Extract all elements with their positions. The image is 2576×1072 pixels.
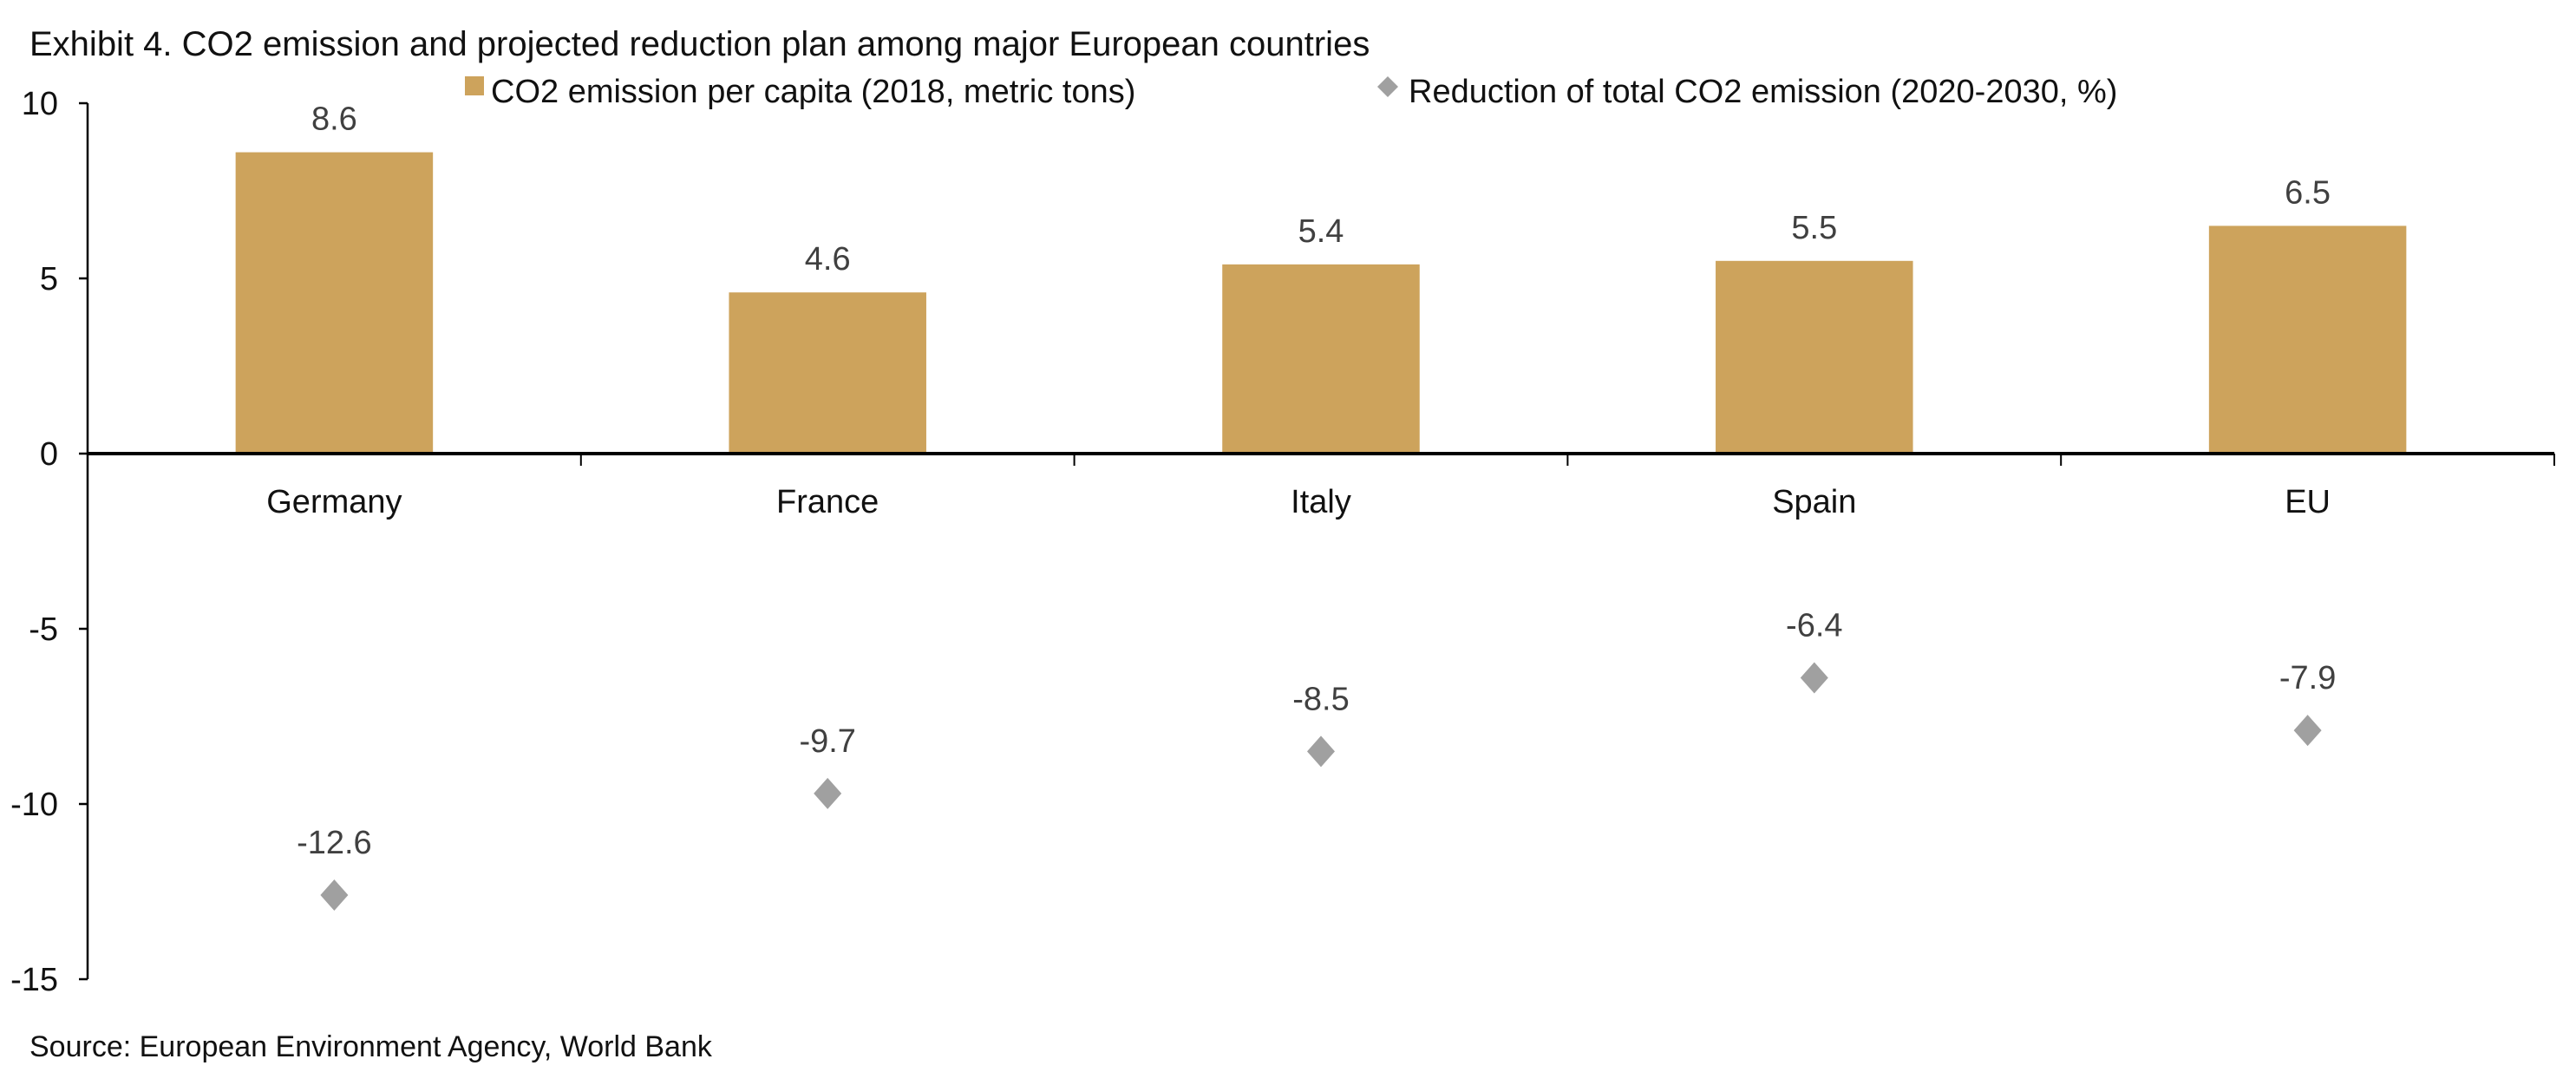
- diamond-data-label: -7.9: [2279, 660, 2336, 696]
- diamond-italy: [1307, 735, 1335, 768]
- y-tick-label: 5: [40, 261, 58, 297]
- y-tick-label: -10: [10, 787, 58, 823]
- bar-france: [729, 292, 926, 454]
- diamond-spain: [1800, 662, 1828, 694]
- y-tick-label: -15: [10, 962, 58, 998]
- x-tick-label: France: [776, 484, 879, 520]
- legend: CO2 emission per capita (2018, metric to…: [465, 74, 2117, 110]
- chart-source: Source: European Environment Agency, Wor…: [29, 1030, 713, 1063]
- diamond-data-label: -6.4: [1786, 608, 1842, 644]
- bar-germany: [235, 152, 434, 454]
- x-tick-label: Italy: [1291, 484, 1351, 520]
- x-tick-label: EU: [2285, 484, 2331, 520]
- bar-data-label: 8.6: [311, 101, 357, 138]
- x-tick-label: Germany: [266, 484, 402, 520]
- diamond-data-label: -9.7: [799, 723, 855, 760]
- diamond-eu: [2293, 715, 2322, 747]
- chart-title: Exhibit 4. CO2 emission and projected re…: [29, 25, 1370, 63]
- diamond-france: [814, 777, 842, 809]
- legend-label-diamond: Reduction of total CO2 emission (2020-20…: [1409, 74, 2117, 110]
- bar-italy: [1222, 264, 1420, 454]
- y-tick-label: 10: [22, 86, 58, 122]
- bar-eu: [2208, 226, 2407, 454]
- bar-data-label: 4.6: [805, 241, 851, 278]
- y-tick-label: 0: [40, 436, 58, 473]
- bar-data-label: 5.4: [1298, 213, 1344, 250]
- diamond-data-label: -8.5: [1292, 681, 1349, 717]
- legend-swatch-diamond: [1377, 76, 1398, 97]
- diamond-germany: [320, 879, 349, 912]
- bar-data-label: 5.5: [1791, 210, 1837, 246]
- bar-spain: [1716, 260, 1913, 454]
- plot-area: 8.6 4.6 5.4 5.5 6.5 -12.6 -9.7 -8.5 -6.4 -7.9 10 5 0…: [10, 86, 2555, 998]
- bar-data-label: 6.5: [2285, 174, 2331, 211]
- legend-label-bar: CO2 emission per capita (2018, metric to…: [491, 74, 1135, 110]
- y-tick-label: -5: [29, 611, 58, 648]
- diamond-data-label: -12.6: [297, 825, 372, 861]
- x-tick-label: Spain: [1772, 484, 1856, 520]
- legend-swatch-bar: [465, 76, 484, 95]
